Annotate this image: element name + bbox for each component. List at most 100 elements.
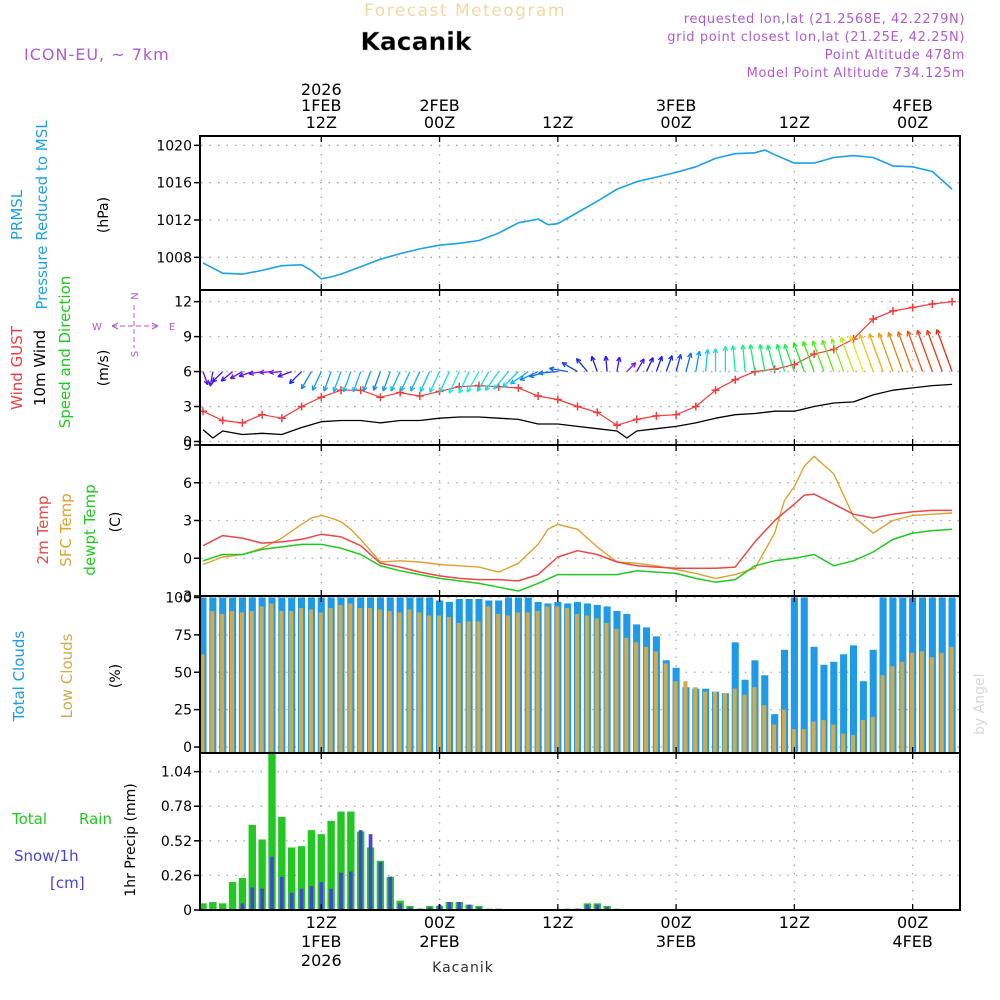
gust-marker: [396, 388, 405, 397]
wind-arrow-head: [220, 376, 227, 382]
gridpoint-coords: grid point closest lon,lat (21.25E, 42.2…: [667, 30, 965, 45]
low-clouds-bar: [318, 612, 323, 752]
total-clouds-legend: Total Clouds: [10, 631, 28, 723]
low-clouds-bar: [634, 642, 639, 752]
low-clouds-bar: [368, 607, 373, 752]
wind-arrow-head: [868, 333, 874, 339]
point-altitude: Point Altitude 478m: [825, 48, 965, 63]
wind-direction-arrow: [759, 344, 766, 372]
rain-bar: [337, 811, 345, 910]
wind-direction-arrow: [382, 371, 391, 392]
wind-arrow-head: [419, 386, 425, 393]
low-clouds-bar: [762, 705, 767, 752]
wind-arrow-head: [510, 379, 516, 385]
wind-direction-arrow: [675, 354, 682, 372]
low-clouds-bar: [427, 615, 432, 752]
bottom-hour-label: 12Z: [306, 913, 337, 932]
wind-direction-arrow: [742, 344, 746, 372]
wind-arrow-head: [311, 385, 317, 391]
snow-bar: [398, 903, 402, 910]
snow-bar: [477, 907, 481, 910]
low-clouds-bar: [397, 612, 402, 752]
low-clouds-bar: [387, 610, 392, 752]
low-clouds-bar: [230, 610, 235, 752]
wind-arrow-head: [458, 388, 464, 394]
wind-direction-arrow: [897, 331, 914, 372]
panel-frame-2: [199, 289, 961, 446]
wind-direction-arrow: [466, 371, 480, 393]
pressure-unit: (hPa): [96, 197, 112, 233]
wind-direction-arrow: [840, 337, 855, 372]
clouds-unit: (%): [108, 664, 124, 688]
wind-direction-arrow: [878, 332, 894, 372]
top-hour-label: 12Z: [542, 113, 573, 132]
total-clouds-bar: [830, 661, 838, 752]
wind-arrow-head: [849, 335, 855, 341]
wind-direction-arrow: [484, 371, 500, 391]
wind-arrow-head: [259, 369, 265, 376]
wind-direction-arrow: [636, 358, 645, 372]
wind-arrow-head: [887, 331, 893, 338]
compass-n: N: [130, 292, 141, 299]
wind-direction-arrow: [591, 356, 598, 372]
wind-arrow-head: [466, 387, 472, 393]
low-clouds-bar: [919, 651, 925, 752]
wind-direction-arrow: [685, 352, 692, 372]
gust-marker: [415, 392, 424, 401]
y-tick-label: 1020: [156, 138, 192, 154]
rain-bar: [278, 816, 286, 910]
wind-direction-arrow: [458, 371, 470, 394]
wind-arrow-head: [775, 343, 781, 350]
top-hour-label: 00Z: [424, 113, 455, 132]
rain-bar: [297, 846, 306, 910]
wind-arrow-head: [765, 344, 772, 351]
wind-direction-arrow: [868, 333, 884, 372]
top-date-label: 3FEB: [656, 96, 696, 115]
rain-bar: [228, 882, 237, 910]
wind-direction-arrow: [831, 338, 845, 372]
gust-marker: [376, 393, 385, 402]
wind-arrow-head: [372, 385, 378, 391]
wind-direction-arrow: [410, 371, 421, 392]
wind-arrow-head: [687, 352, 693, 359]
wind-direction-arrow: [776, 344, 786, 372]
axis-layer: 1008101210161020036912-30369025507510000…: [156, 80, 933, 970]
gust-marker: [888, 306, 897, 315]
gust-marker: [731, 375, 740, 384]
wind-direction-arrow: [766, 344, 776, 372]
y-tick-label: 50: [174, 665, 192, 681]
bottom-date-label: 4FEB: [892, 932, 932, 951]
snow-bar: [605, 907, 609, 910]
low-clouds-bar: [358, 607, 363, 752]
wind-arrow-head: [410, 386, 416, 392]
gust-marker: [612, 421, 621, 430]
low-clouds-bar: [841, 733, 846, 752]
rain-legend: Rain: [79, 810, 112, 828]
sfc-temp-line: [202, 455, 953, 580]
snow-bar: [289, 892, 294, 910]
low-clouds-bar: [880, 675, 885, 752]
wind-direction-arrow: [220, 371, 233, 382]
low-clouds-bar: [604, 622, 609, 752]
gust-marker: [317, 393, 326, 402]
low-clouds-bar: [929, 657, 934, 752]
low-clouds-bar: [456, 622, 461, 752]
snow-bar: [339, 872, 343, 910]
low-clouds-bar: [496, 613, 501, 752]
dewpt-legend: dewpt Temp: [81, 484, 99, 575]
y-tick-label: 1.04: [161, 765, 192, 781]
wind-arrow-head: [476, 386, 482, 393]
total-clouds-bar: [790, 597, 798, 752]
wind-arrow-head: [342, 386, 348, 393]
wind-direction-arrow: [342, 371, 352, 393]
gust-marker: [652, 411, 661, 420]
gust-marker: [218, 416, 227, 425]
wind-arrow-head: [712, 348, 719, 354]
wind-arrow-head: [730, 345, 737, 351]
low-clouds-bar: [703, 691, 708, 752]
wind-arrow-head: [616, 356, 622, 363]
gust-marker: [810, 350, 819, 359]
low-clouds-bar: [249, 610, 254, 752]
wind-direction-arrow: [655, 356, 663, 372]
snow-bar: [585, 904, 590, 910]
